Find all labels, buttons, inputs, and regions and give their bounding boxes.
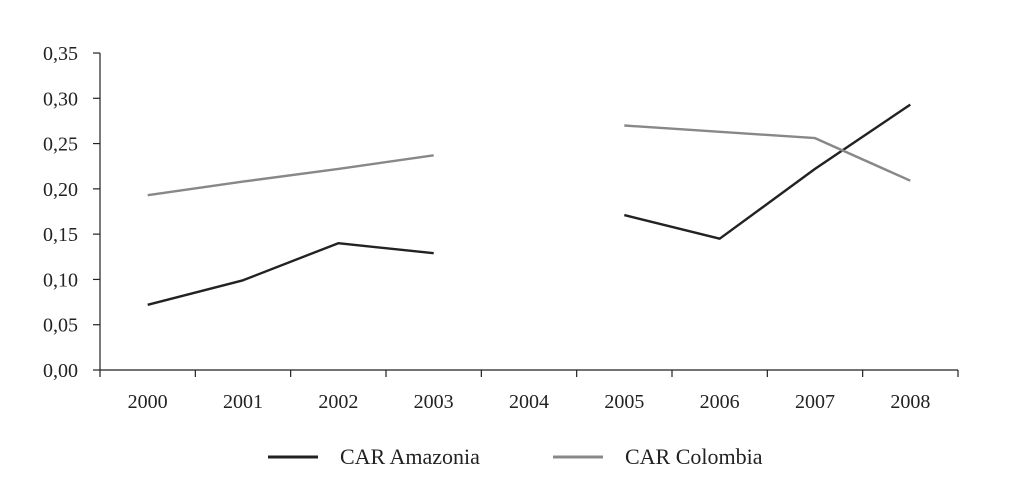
y-tick-label: 0,00: [43, 360, 78, 382]
y-tick-label: 0,20: [43, 179, 78, 201]
x-tick-label: 2007: [795, 391, 835, 413]
x-tick-label: 2002: [318, 391, 358, 413]
y-tick-label: 0,25: [43, 134, 78, 156]
x-tick-label: 2003: [414, 391, 454, 413]
y-tick-label: 0,10: [43, 269, 78, 291]
x-tick-label: 2004: [509, 391, 549, 413]
x-tick-label: 2005: [604, 391, 644, 413]
series-line-1: [147, 242, 434, 306]
series-line-2: [624, 124, 911, 182]
y-tick-label: 0,15: [43, 224, 78, 246]
y-tick-label: 0,30: [43, 88, 78, 110]
series-line-2: [147, 154, 434, 197]
x-tick-label: 2008: [890, 391, 930, 413]
legend-label: CAR Colombia: [625, 444, 763, 469]
x-tick-label: 2006: [700, 391, 740, 413]
legend: CAR Amazonia CAR Colombia: [268, 444, 763, 469]
y-tick-label: 0,35: [43, 43, 78, 65]
y-tick-label: 0,05: [43, 315, 78, 337]
y-axis: 0,00 0,05 0,10 0,15 0,20 0,25 0,30 0,35: [43, 43, 101, 382]
x-tick-label: 2000: [128, 391, 168, 413]
series-line-1: [624, 103, 911, 240]
x-tick-label: 2001: [223, 391, 263, 413]
legend-label: CAR Amazonia: [340, 444, 480, 469]
x-axis: 2000 2001 2002 2003 2004 2005 2006 2007 2008: [99, 369, 959, 413]
series-lines: [147, 103, 911, 306]
